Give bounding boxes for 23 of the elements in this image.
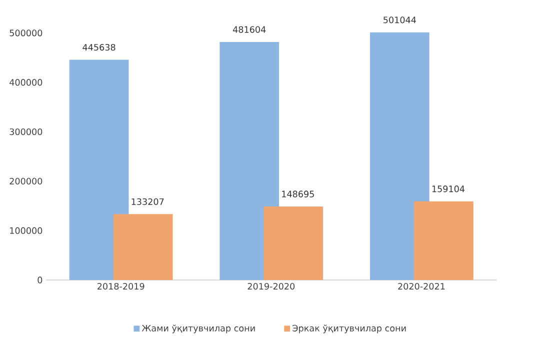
bar — [113, 214, 173, 280]
bar — [69, 60, 129, 280]
y-tick-label: 500000 — [10, 29, 42, 36]
y-tick-label: 400000 — [10, 78, 42, 86]
y-tick-label: 100000 — [10, 227, 42, 234]
data-label: 159104 — [432, 185, 465, 192]
x-tick-label: 2020-2021 — [398, 282, 445, 290]
y-tick-label: 0 — [38, 276, 42, 284]
data-label: 501044 — [384, 16, 416, 24]
data-label: 133207 — [132, 198, 164, 205]
y-tick-label: 200000 — [10, 178, 42, 184]
data-label: 481604 — [232, 26, 266, 33]
data-label: 445638 — [82, 44, 116, 50]
bar — [264, 206, 324, 280]
x-tick-label: 2019-2020 — [248, 282, 295, 290]
bar — [220, 42, 280, 280]
x-tick-label: 2018-2019 — [98, 282, 144, 290]
data-label: 148695 — [282, 190, 314, 198]
y-tick-label: 300000 — [10, 128, 42, 135]
legend-label: Жами ўқитувчилар сони — [142, 324, 255, 333]
bar — [414, 201, 474, 280]
bar — [370, 32, 430, 280]
legend-label: Эркак ўқитувчилар сони — [292, 324, 406, 333]
